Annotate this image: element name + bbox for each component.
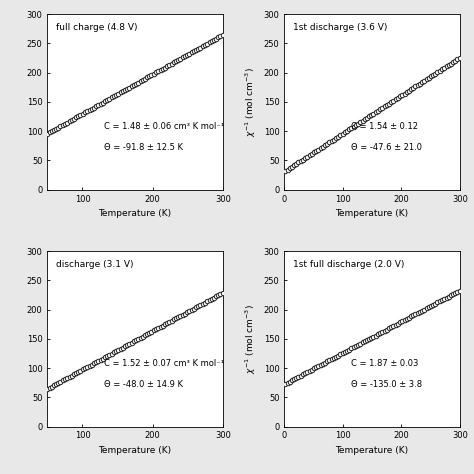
Y-axis label: $\chi^{-1}$ (mol cm$^{-3}$): $\chi^{-1}$ (mol cm$^{-3}$) [244,304,258,374]
Text: full charge (4.8 V): full charge (4.8 V) [56,23,137,32]
Text: Θ = -91.8 ± 12.5 K: Θ = -91.8 ± 12.5 K [103,143,182,152]
X-axis label: Temperature (K): Temperature (K) [99,446,172,455]
X-axis label: Temperature (K): Temperature (K) [99,209,172,218]
Text: 1st full discharge (2.0 V): 1st full discharge (2.0 V) [293,260,404,269]
Text: C = 1.52 ± 0.07 cm³ K mol⁻¹: C = 1.52 ± 0.07 cm³ K mol⁻¹ [103,359,224,368]
Text: Θ = -135.0 ± 3.8: Θ = -135.0 ± 3.8 [351,380,422,389]
X-axis label: Temperature (K): Temperature (K) [336,446,409,455]
Text: discharge (3.1 V): discharge (3.1 V) [56,260,134,269]
Text: C = 1.54 ± 0.12: C = 1.54 ± 0.12 [351,122,418,131]
Text: C = 1.48 ± 0.06 cm³ K mol⁻¹: C = 1.48 ± 0.06 cm³ K mol⁻¹ [103,122,224,131]
Text: 1st discharge (3.6 V): 1st discharge (3.6 V) [293,23,387,32]
Text: Θ = -47.6 ± 21.0: Θ = -47.6 ± 21.0 [351,143,422,152]
Y-axis label: $\chi^{-1}$ (mol cm$^{-3}$): $\chi^{-1}$ (mol cm$^{-3}$) [244,67,258,137]
X-axis label: Temperature (K): Temperature (K) [336,209,409,218]
Text: C = 1.87 ± 0.03: C = 1.87 ± 0.03 [351,359,419,368]
Text: Θ = -48.0 ± 14.9 K: Θ = -48.0 ± 14.9 K [103,380,182,389]
